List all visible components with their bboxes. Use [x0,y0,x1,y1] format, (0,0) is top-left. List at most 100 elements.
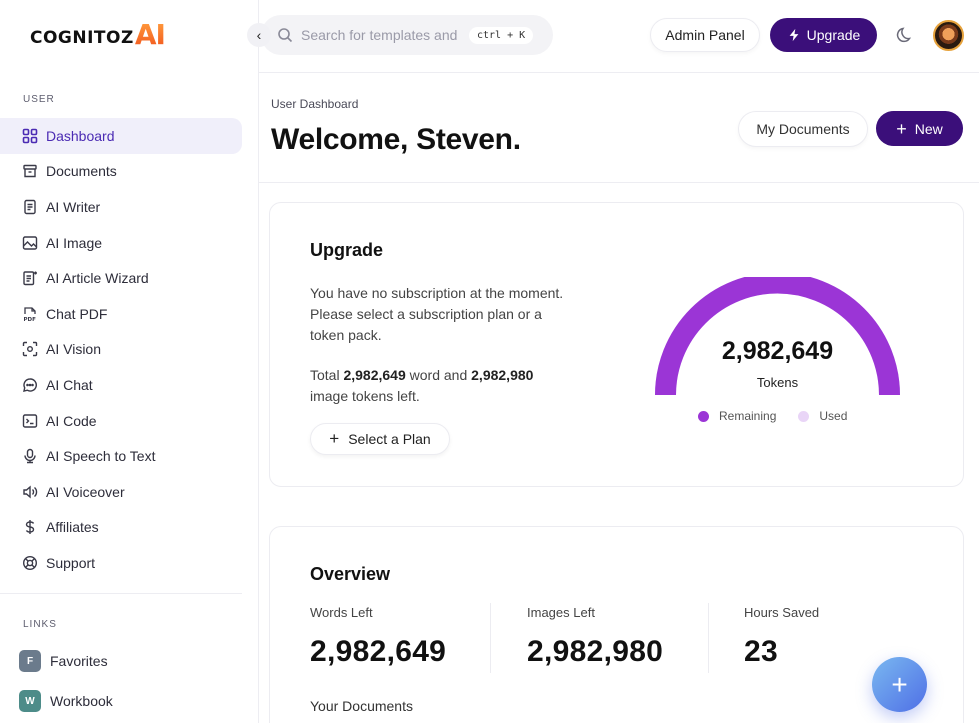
tokens-suffix: image tokens left. [310,388,420,404]
sidebar-item-documents[interactable]: Documents [0,154,242,190]
header-divider [259,182,979,183]
sidebar-item-label: Support [46,554,96,571]
upgrade-button-label: Upgrade [806,27,861,43]
your-documents-heading: Your Documents [310,698,413,714]
stat-divider [708,603,709,673]
lifebuoy-icon [22,555,38,571]
avatar[interactable] [933,20,964,51]
logo[interactable]: COGNITOZ AI [30,18,166,51]
lightning-icon [789,28,799,42]
overview-title: Overview [310,564,391,584]
sidebar: COGNITOZ AI USER Dashboard Documents [0,0,259,723]
terminal-icon [22,413,38,429]
image-tokens: 2,982,980 [471,367,534,383]
upgrade-card-title: Upgrade [310,240,384,260]
sidebar-link-label: Workbook [50,693,113,709]
chevron-left-icon: ‹ [256,27,262,43]
search-icon [278,28,293,43]
new-button[interactable]: + New [876,111,963,146]
sidebar-item-label: AI Code [46,412,97,429]
sidebar-link-workbook[interactable]: W Workbook [19,690,113,712]
svg-text:PDF: PDF [24,317,37,322]
my-documents-button[interactable]: My Documents [738,111,868,147]
microphone-icon [22,448,38,464]
sidebar-link-label: Favorites [50,653,108,669]
legend-used-dot [798,410,810,422]
stat-value: 2,982,980 [527,635,664,668]
stat-value: 2,982,649 [310,635,447,668]
archive-icon [22,163,38,179]
search-bar[interactable]: ctrl + K [261,15,553,55]
stat-label: Images Left [527,605,595,620]
select-plan-button[interactable]: + Select a Plan [310,423,450,455]
sidebar-item-ai-writer[interactable]: AI Writer [0,189,242,225]
sidebar-item-label: AI Image [46,234,103,251]
stat-images-left: Images Left 2,982,980 [527,605,663,669]
image-icon [22,235,38,251]
gauge-label: Tokens [756,375,799,390]
tokens-summary: Total 2,982,649 word and 2,982,980 image… [310,365,570,407]
word-tokens: 2,982,649 [343,367,406,383]
stat-label: Words Left [310,605,373,620]
legend-used-label: Used [819,409,848,423]
floating-add-button[interactable]: + [872,657,927,712]
overview-card: Overview Words Left 2,982,649 Images Lef… [269,526,964,723]
sidebar-nav: Dashboard Documents AI Writer AI Image [0,118,242,581]
sidebar-item-ai-code[interactable]: AI Code [0,403,242,439]
sidebar-item-ai-voiceover[interactable]: AI Voiceover [0,474,242,510]
sidebar-item-label: AI Speech to Text [46,448,156,465]
sidebar-item-label: Affiliates [46,519,99,536]
search-input[interactable] [301,27,461,43]
stat-divider [490,603,491,673]
stat-words-left: Words Left 2,982,649 [310,605,446,669]
sidebar-item-ai-article-wizard[interactable]: AI Article Wizard [0,260,242,296]
plus-icon: + [896,118,907,139]
sidebar-item-ai-vision[interactable]: AI Vision [0,332,242,368]
dollar-icon [22,519,38,535]
select-plan-label: Select a Plan [348,431,431,447]
section-label-links: LINKS [23,619,57,630]
dashboard-icon [22,128,38,144]
new-button-label: New [914,120,943,137]
scan-eye-icon [22,341,38,357]
tokens-prefix: Total [310,367,344,383]
article-wizard-icon [22,270,38,286]
sidebar-item-label: Documents [46,163,117,180]
collapse-sidebar-button[interactable]: ‹ [247,23,271,47]
sidebar-link-favorites[interactable]: F Favorites [19,650,108,672]
moon-icon[interactable] [895,25,915,45]
sidebar-item-label: AI Voiceover [46,483,125,500]
tokens-mid: word and [405,367,472,383]
sidebar-item-ai-speech-to-text[interactable]: AI Speech to Text [0,438,242,474]
link-badge: W [19,690,41,712]
keyboard-shortcut: ctrl + K [469,26,534,44]
speaker-icon [22,484,38,500]
page-title: Welcome, Steven. [271,123,521,156]
sidebar-divider [0,593,242,594]
sidebar-item-label: AI Writer [46,198,101,215]
gauge-remaining-arc [655,277,900,396]
sidebar-item-dashboard[interactable]: Dashboard [0,118,242,154]
sidebar-item-ai-chat[interactable]: AI Chat [0,367,242,403]
legend-remaining-dot [698,410,709,422]
upgrade-message: You have no subscription at the moment. … [310,285,564,343]
sidebar-item-support[interactable]: Support [0,545,242,581]
sidebar-item-chat-pdf[interactable]: PDF Chat PDF [0,296,242,332]
logo-ai: AI [134,18,166,51]
gauge-legend: Remaining Used [698,409,847,423]
section-label-user: USER [23,94,55,105]
tokens-gauge [655,277,900,396]
breadcrumb[interactable]: User Dashboard [271,97,359,111]
stat-hours-saved: Hours Saved 23 [744,605,819,669]
stat-value: 23 [744,635,778,668]
stat-label: Hours Saved [744,605,820,620]
sidebar-item-ai-image[interactable]: AI Image [0,225,242,261]
upgrade-button[interactable]: Upgrade [770,18,877,52]
gauge-value: 2,982,649 [721,337,834,365]
sidebar-item-affiliates[interactable]: Affiliates [0,510,242,546]
pdf-icon: PDF [22,306,38,322]
admin-panel-button[interactable]: Admin Panel [650,18,760,52]
sidebar-item-label: AI Vision [46,341,101,358]
link-badge: F [19,650,41,672]
sidebar-item-label: Chat PDF [46,305,108,322]
